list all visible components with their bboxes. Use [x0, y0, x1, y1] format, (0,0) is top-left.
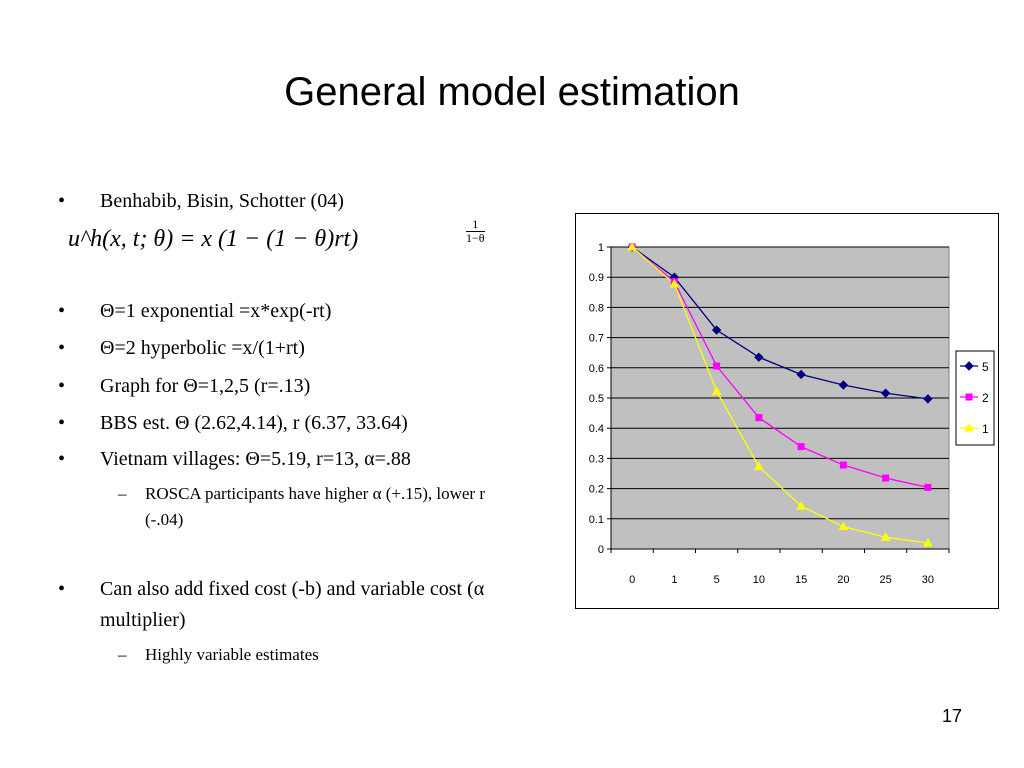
data-point-5 [754, 352, 764, 362]
page-number: 17 [941, 706, 962, 726]
series-line-5 [631, 246, 928, 400]
x-tick-label: 15 [795, 574, 807, 586]
bullet-symbol: • [58, 578, 66, 600]
bullet-text: Graph for Θ=1,2,5 (r=.13) [100, 375, 311, 397]
exponent-numerator: 1 [466, 218, 485, 232]
y-tick-label: 0.3 [589, 453, 604, 465]
data-point-1 [923, 537, 933, 547]
series-line-2 [631, 246, 929, 489]
data-point-5 [711, 325, 722, 335]
data-point-5 [796, 369, 806, 380]
sub-bullet-text: Highly variable estimates [145, 645, 319, 664]
data-point-1 [796, 501, 806, 510]
x-tick-label: 20 [837, 574, 849, 586]
bullet-symbol: • [58, 375, 66, 397]
y-tick-label: 0.4 [589, 423, 604, 435]
data-point-2 [882, 474, 890, 482]
data-point-2 [924, 483, 932, 491]
x-tick-label: 25 [880, 574, 892, 586]
x-tick-label: 10 [753, 574, 765, 586]
sub-bullet-text: ROSCA participants have higher α (+.15),… [145, 484, 486, 529]
legend-label-1: 1 [982, 422, 989, 436]
bullet-symbol: • [58, 337, 66, 359]
bullet-symbol: • [58, 190, 66, 212]
legend-box [955, 350, 995, 446]
data-point-1 [711, 386, 722, 395]
data-point-1 [669, 278, 680, 288]
y-tick-label: 0.2 [589, 484, 604, 496]
y-tick-label: 0.9 [589, 272, 604, 284]
y-tick-label: 0.7 [589, 333, 604, 345]
data-point-1 [627, 241, 637, 251]
bullet-text: Θ=1 exponential =x*exp(-rt) [100, 300, 332, 322]
data-point-2 [713, 362, 721, 370]
series-line-1 [631, 246, 928, 544]
data-point-1 [880, 532, 891, 541]
bullet-text: Can also add fixed cost (-b) and variabl… [100, 578, 485, 631]
y-tick-label: 0 [598, 544, 604, 556]
bullet-symbol: • [58, 448, 66, 470]
data-point-2 [839, 461, 847, 469]
bullet-text: BBS est. Θ (2.62,4.14), r (6.37, 33.64) [100, 412, 408, 434]
x-tick-label: 0 [629, 574, 635, 586]
dash-symbol: – [118, 645, 127, 664]
data-point-1 [754, 461, 764, 471]
x-tick-label: 30 [922, 574, 934, 586]
y-tick-label: 0.6 [589, 363, 604, 375]
legend-marker-5 [964, 361, 974, 371]
legend-label-2: 2 [982, 391, 989, 405]
bullet-symbol: • [58, 300, 66, 322]
legend-marker-1 [964, 422, 974, 432]
legend-marker-2 [965, 393, 973, 401]
data-point-5 [880, 388, 891, 398]
legend-label-5: 5 [982, 360, 989, 374]
bullet-symbol: • [58, 412, 66, 434]
data-point-2 [755, 414, 763, 422]
chart-frame: 0 0.1 0.2 0.3 0.4 0.5 0.6 0.7 0.8 0.9 1 0 1 5 10 15 20 25… [575, 213, 999, 609]
line-chart: 00.10.20.30.40.50.60.70.80.910 1 5 10 15 20 25… [589, 241, 995, 586]
bullet-text: Θ=2 hyperbolic =x/(1+rt) [100, 337, 305, 359]
x-tick-label: 1 [671, 574, 677, 586]
y-tick-label: 0.1 [589, 514, 604, 526]
data-point-2 [797, 443, 805, 451]
slide-title: General model estimation [284, 70, 740, 114]
bullet-text: Benhabib, Bisin, Schotter (04) [100, 190, 344, 212]
formula-main: u^h(x, t; θ) = x (1 − (1 − θ)rt) [68, 226, 359, 252]
data-point-5 [838, 380, 849, 390]
x-tick-label: 5 [714, 574, 720, 586]
dash-symbol: – [118, 484, 127, 503]
y-tick-label: 1 [598, 242, 604, 254]
data-point-5 [923, 394, 933, 404]
data-point-1 [838, 521, 849, 531]
y-tick-label: 0.5 [589, 393, 604, 405]
utility-formula: u^h(x, t; θ) = x (1 − (1 − θ)rt) 1 1−θ [68, 218, 485, 253]
exponent-denominator: 1−θ [466, 231, 485, 245]
y-tick-label: 0.8 [589, 302, 604, 314]
formula-exponent: 1 1−θ [466, 218, 485, 245]
bullet-text: Vietnam villages: Θ=5.19, r=13, α=.88 [100, 448, 411, 470]
